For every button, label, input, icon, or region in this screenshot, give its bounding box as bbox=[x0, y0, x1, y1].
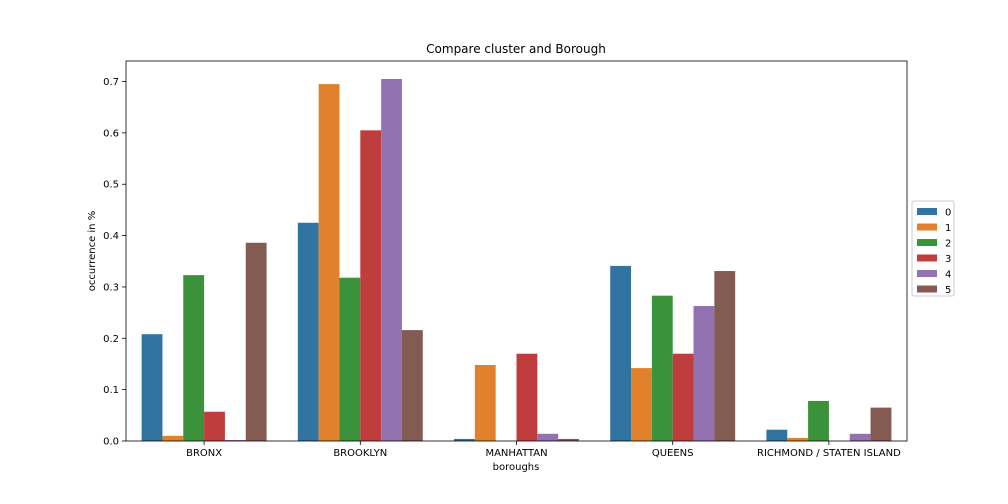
x-tick-label: QUEENS bbox=[652, 448, 694, 459]
bar-queens-cluster-2 bbox=[651, 295, 673, 441]
legend-swatch-2 bbox=[917, 239, 937, 246]
bar-manhattan-cluster-1 bbox=[474, 365, 496, 441]
y-tick-label: 0.6 bbox=[103, 128, 119, 139]
bar-brooklyn-cluster-5 bbox=[401, 330, 423, 441]
bar-bronx-cluster-0 bbox=[141, 334, 163, 441]
x-axis: BRONX BROOKLYN MANHATTAN QUEENS RICHMOND / S… bbox=[186, 441, 901, 459]
x-tick-label: RICHMOND / STATEN ISLAND bbox=[757, 448, 901, 459]
bar-bronx-cluster-2 bbox=[183, 275, 205, 441]
y-tick-label: 0.2 bbox=[103, 334, 119, 345]
y-axis: 0.0 0.1 0.2 0.3 0.4 0.5 0.6 0.7 bbox=[103, 77, 126, 448]
legend-swatch-0 bbox=[917, 208, 937, 215]
x-tick-label: BROOKLYN bbox=[333, 448, 387, 459]
bar-richmond-staten-island-cluster-5 bbox=[870, 407, 892, 441]
bar-brooklyn-cluster-1 bbox=[318, 84, 340, 442]
y-tick-label: 0.1 bbox=[103, 385, 119, 396]
bar-queens-cluster-4 bbox=[693, 305, 715, 441]
bar-bronx-cluster-1 bbox=[162, 435, 184, 441]
legend-label-4: 4 bbox=[945, 270, 951, 281]
bar-manhattan-cluster-5 bbox=[558, 438, 579, 441]
bar-richmond-staten-island-cluster-0 bbox=[766, 429, 788, 441]
bar-manhattan-cluster-0 bbox=[454, 438, 475, 441]
bars-group bbox=[141, 78, 892, 442]
bar-brooklyn-cluster-2 bbox=[339, 277, 361, 441]
legend-swatch-5 bbox=[917, 285, 937, 293]
bar-queens-cluster-0 bbox=[610, 265, 632, 441]
y-tick-label: 0.4 bbox=[103, 231, 119, 242]
legend-label-3: 3 bbox=[945, 254, 951, 265]
bar-richmond-staten-island-cluster-1 bbox=[787, 437, 809, 441]
legend-swatch-1 bbox=[917, 223, 937, 231]
chart-title: Compare cluster and Borough bbox=[426, 42, 606, 56]
legend-label-0: 0 bbox=[945, 208, 951, 219]
bar-brooklyn-cluster-0 bbox=[297, 222, 319, 441]
bar-queens-cluster-5 bbox=[714, 271, 736, 441]
bar-bronx-cluster-4 bbox=[224, 439, 246, 441]
legend-swatch-4 bbox=[917, 270, 937, 277]
legend-label-2: 2 bbox=[945, 239, 951, 250]
bar-richmond-staten-island-cluster-2 bbox=[808, 400, 829, 441]
legend-label-5: 5 bbox=[945, 285, 951, 296]
bar-manhattan-cluster-4 bbox=[537, 433, 559, 441]
bar-richmond-staten-island-cluster-4 bbox=[849, 433, 871, 441]
y-tick-label: 0.7 bbox=[103, 77, 119, 88]
bar-queens-cluster-3 bbox=[672, 353, 694, 441]
x-tick-label: MANHATTAN bbox=[485, 448, 547, 459]
x-tick-label: BRONX bbox=[186, 448, 222, 459]
bar-queens-cluster-1 bbox=[631, 368, 652, 441]
bar-manhattan-cluster-3 bbox=[516, 353, 538, 441]
y-tick-label: 0.5 bbox=[103, 180, 119, 191]
bar-bronx-cluster-5 bbox=[245, 242, 267, 441]
y-axis-label: occurrence in % bbox=[87, 211, 98, 291]
legend-swatch-3 bbox=[917, 254, 937, 262]
y-tick-label: 0.3 bbox=[103, 282, 119, 293]
bar-brooklyn-cluster-4 bbox=[381, 78, 402, 441]
legend-label-1: 1 bbox=[945, 223, 951, 234]
x-axis-label: boroughs bbox=[493, 462, 540, 473]
y-tick-label: 0.0 bbox=[103, 437, 119, 448]
legend: 0 1 2 3 4 5 bbox=[911, 200, 955, 297]
bar-bronx-cluster-3 bbox=[204, 411, 225, 441]
bar-brooklyn-cluster-3 bbox=[360, 130, 382, 441]
